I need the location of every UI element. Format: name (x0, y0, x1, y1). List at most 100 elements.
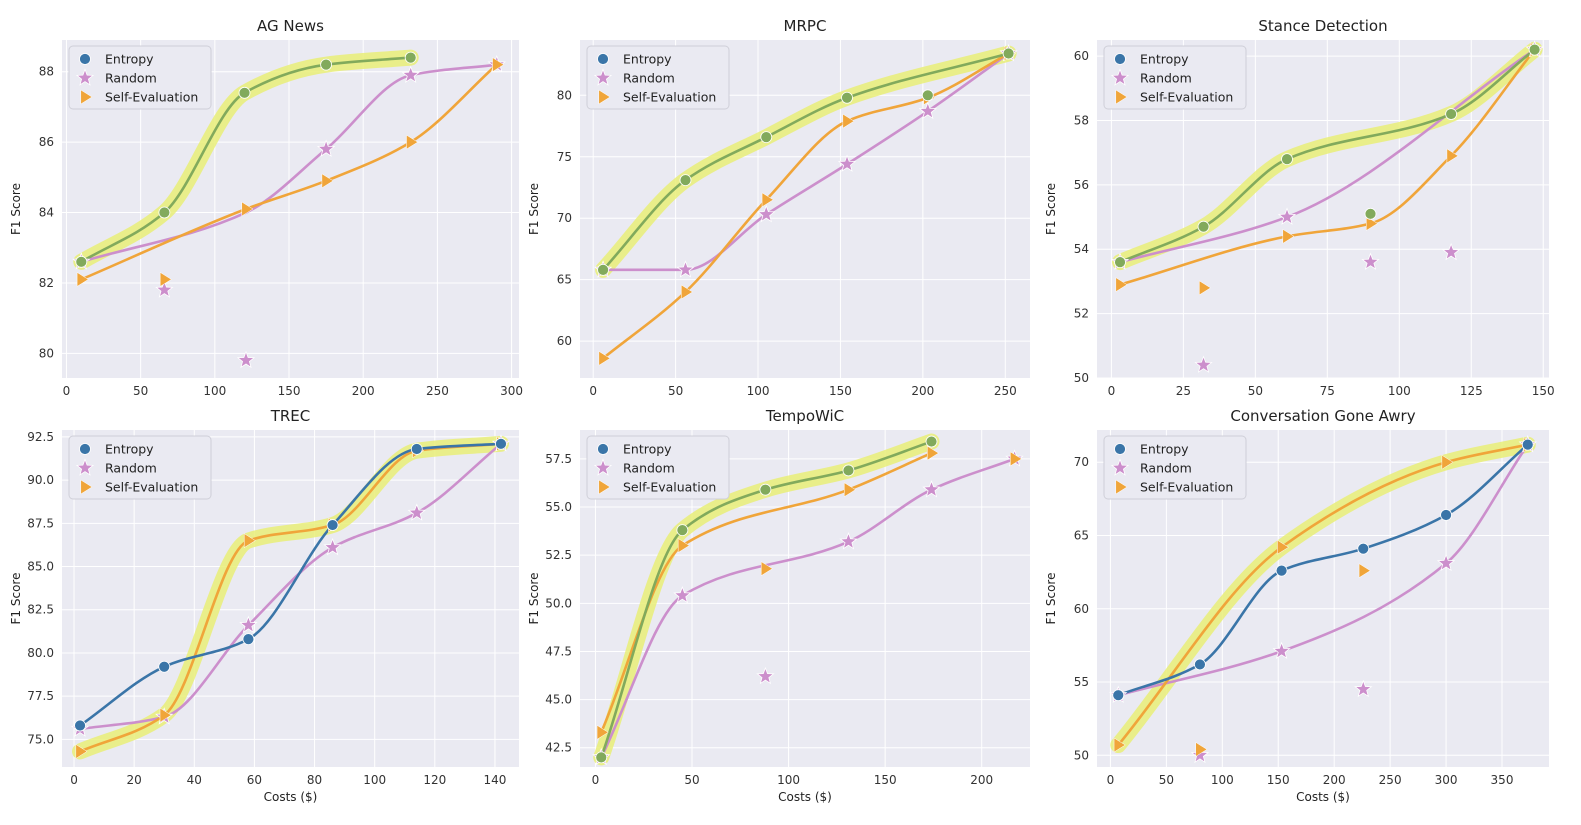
y-tick-label: 70 (1074, 455, 1089, 469)
data-point-random (236, 350, 256, 369)
data-point-self-evaluation (1199, 280, 1211, 296)
x-tick-label: 250 (426, 384, 449, 398)
series-line-random (601, 52, 1010, 272)
data-point-entropy (320, 58, 333, 71)
series-line-self-evaluation (1116, 443, 1530, 747)
panel-title: MRPC (784, 17, 827, 35)
data-point-self-evaluation (406, 134, 419, 150)
legend-marker-random (75, 458, 95, 476)
chart-panel-mrpc: 0 50 100 150 200 250 60 65 70 75 80 MRPC F1 Score Ent… (527, 17, 1030, 398)
series-line-random (1118, 48, 1536, 264)
legend-label-random: Random (1140, 71, 1192, 86)
chart-panel-tempowic: 0 50 100 150 200 42.5 45.0 47.5 50.0 52.5 55.0 57.5… (527, 407, 1030, 804)
legend-marker-entropy (79, 443, 91, 455)
x-tick-label: 75 (1320, 384, 1335, 398)
chart-panel-conversation-gone-awry: 0 50 100 150 200 250 300 350 50 55 60 65 70 Conversat… (1044, 407, 1549, 804)
data-point-random (316, 139, 336, 157)
y-tick-label: 75 (557, 150, 572, 164)
y-tick-label: 60 (557, 334, 572, 348)
x-tick-label: 100 (1388, 384, 1411, 398)
data-point-random (1194, 355, 1213, 373)
data-point-entropy (595, 751, 608, 764)
x-tick-label: 125 (1460, 384, 1483, 398)
x-tick-label: 150 (874, 773, 897, 787)
panel-title: TempoWiC (765, 407, 844, 425)
data-point-self-evaluation (677, 538, 690, 553)
data-point-entropy (158, 206, 171, 219)
legend-label-random: Random (623, 71, 675, 86)
x-tick-label: 250 (1379, 773, 1402, 787)
x-tick-label: 0 (63, 384, 71, 398)
data-point-self-evaluation (243, 533, 256, 549)
data-point-self-evaluation (76, 271, 89, 287)
x-tick-label: 50 (668, 384, 683, 398)
legend-marker-self-evaluation (1115, 89, 1128, 105)
legend: Entropy Random Self-Evaluation (1103, 435, 1247, 500)
panel-title: Conversation Gone Awry (1230, 407, 1415, 425)
legend-label-random: Random (1140, 461, 1192, 476)
data-point-entropy (1445, 108, 1458, 120)
y-tick-label: 77.5 (27, 689, 54, 703)
data-point-entropy (1440, 509, 1452, 521)
x-tick-label: 250 (994, 384, 1017, 398)
legend-label-entropy: Entropy (623, 52, 672, 67)
data-point-random (323, 537, 342, 556)
data-point-self-evaluation (1115, 277, 1128, 293)
data-point-entropy (404, 51, 417, 64)
series-markers-entropy (595, 435, 938, 764)
data-point-self-evaluation (1113, 737, 1126, 753)
legend-marker-entropy (1114, 443, 1126, 455)
legend-marker-self-evaluation (80, 89, 93, 105)
legend-label-entropy: Entropy (1140, 52, 1189, 67)
y-axis-label: F1 Score (527, 573, 541, 625)
data-point-self-evaluation (760, 561, 773, 577)
y-axis-label: F1 Score (1044, 573, 1058, 625)
x-tick-label: 140 (483, 773, 506, 787)
legend-label-self-evaluation: Self-Evaluation (105, 480, 198, 495)
y-tick-label: 45.0 (545, 693, 572, 707)
x-tick-label: 50 (133, 384, 148, 398)
data-point-self-evaluation (1446, 148, 1459, 164)
chart-panel-ag-news: 0 50 100 150 200 250 300 80 82 84 86 88 AG News F1 Sc… (9, 17, 523, 398)
y-tick-label: 55.0 (545, 500, 572, 514)
data-point-self-evaluation (321, 173, 334, 189)
data-point-random (1277, 207, 1297, 225)
legend-marker-random (1110, 68, 1130, 86)
panel-title: Stance Detection (1258, 17, 1387, 35)
data-point-entropy (1114, 256, 1126, 269)
y-tick-label: 82 (39, 276, 54, 290)
x-axis-label: Costs ($) (778, 790, 832, 804)
x-tick-label: 100 (203, 384, 226, 398)
data-point-self-evaluation (241, 201, 254, 217)
series-line-random (599, 457, 1016, 759)
data-point-random (757, 204, 776, 223)
data-point-entropy (74, 719, 86, 732)
y-axis-label: F1 Score (9, 573, 23, 625)
data-point-entropy (1528, 43, 1541, 56)
y-tick-label: 70 (557, 211, 572, 225)
data-point-entropy (1281, 153, 1293, 166)
data-point-entropy (921, 89, 934, 102)
y-tick-label: 42.5 (545, 741, 572, 755)
data-point-random (837, 154, 857, 172)
data-point-self-evaluation (1010, 451, 1023, 467)
legend: Entropy Random Self-Evaluation (68, 435, 212, 500)
y-tick-label: 85.0 (27, 560, 54, 574)
data-point-random (401, 65, 420, 83)
x-tick-label: 300 (500, 384, 523, 398)
legend-marker-random (1110, 458, 1130, 476)
y-tick-label: 60 (1074, 49, 1089, 63)
legend: Entropy Random Self-Evaluation (1103, 45, 1247, 110)
data-point-entropy (841, 91, 853, 104)
y-tick-label: 50.0 (545, 596, 572, 610)
data-point-self-evaluation (159, 271, 172, 287)
x-tick-label: 0 (1107, 773, 1115, 787)
data-point-random (1190, 745, 1210, 764)
data-point-self-evaluation (1441, 454, 1454, 470)
series-markers-self-evaluation (596, 445, 1023, 740)
legend: Entropy Random Self-Evaluation (586, 45, 730, 110)
y-tick-label: 80 (39, 346, 54, 360)
y-tick-label: 54 (1074, 242, 1089, 256)
legend-frame (586, 435, 730, 500)
